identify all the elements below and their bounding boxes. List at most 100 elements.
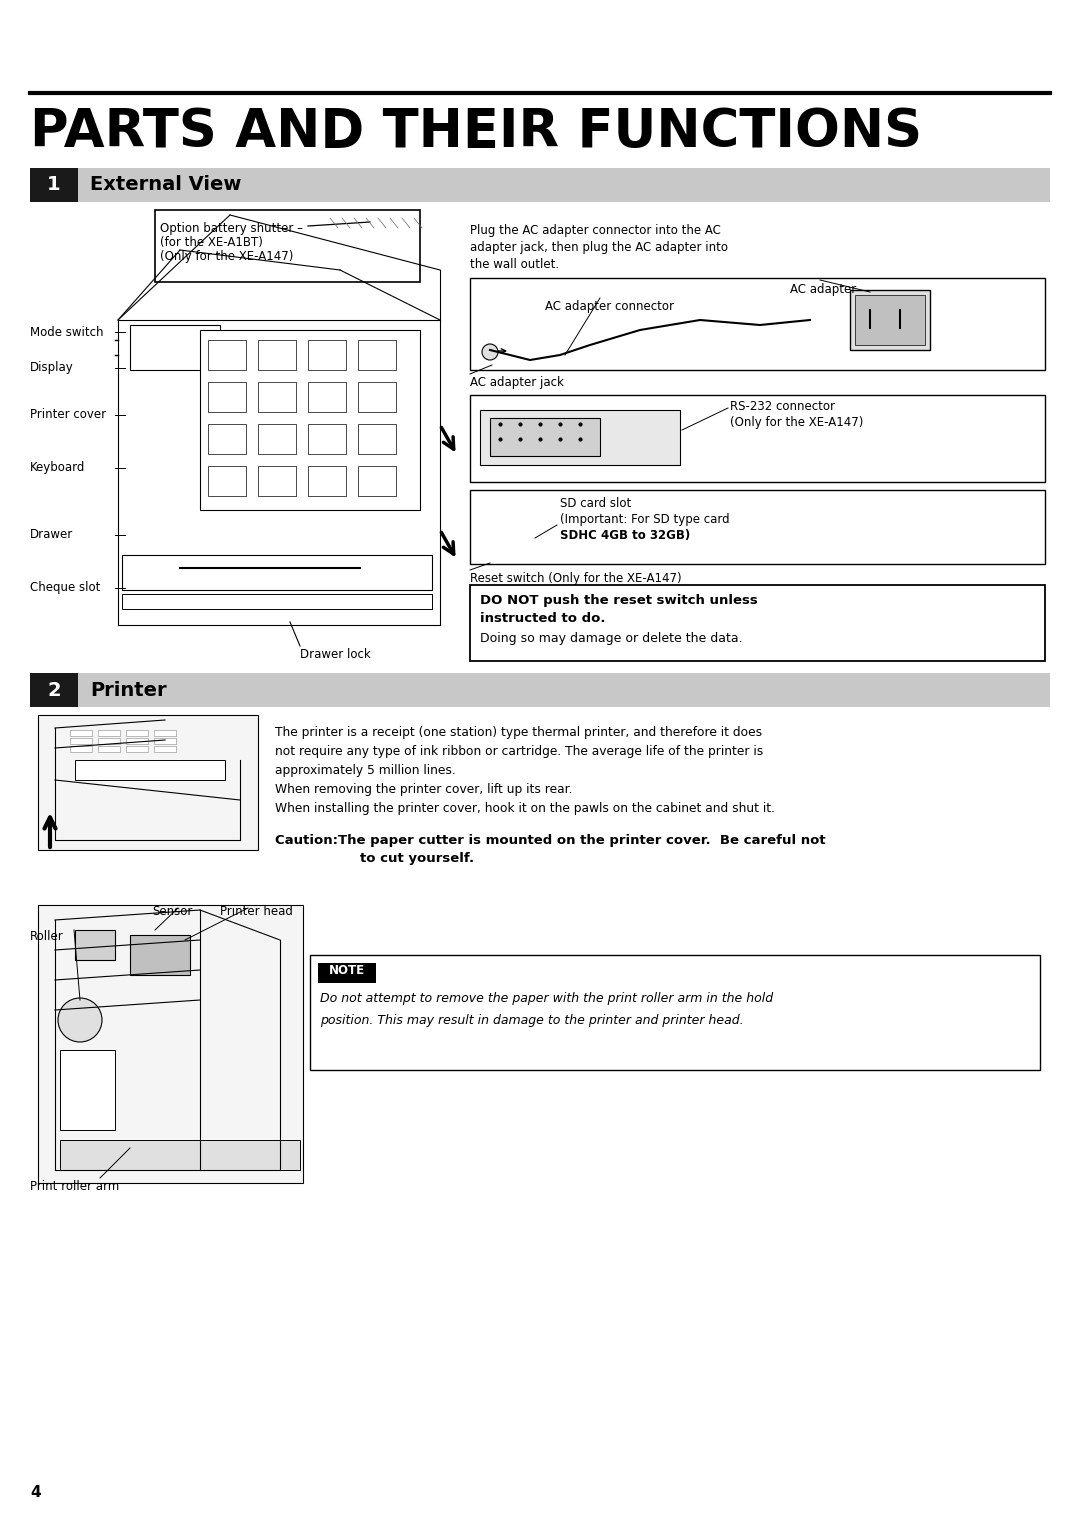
Bar xyxy=(38,905,303,1183)
Text: Caution:The paper cutter is mounted on the printer cover.  Be careful not: Caution:The paper cutter is mounted on t… xyxy=(275,834,825,847)
Text: NOTE: NOTE xyxy=(329,965,365,977)
Bar xyxy=(98,738,120,744)
Bar xyxy=(470,277,1045,370)
Text: Roller: Roller xyxy=(30,930,64,943)
Text: AC adapter jack: AC adapter jack xyxy=(470,376,564,389)
Text: Printer cover: Printer cover xyxy=(30,408,106,422)
Bar xyxy=(208,466,246,495)
Bar xyxy=(470,585,1045,661)
Bar xyxy=(126,730,148,736)
Bar xyxy=(308,466,346,495)
Bar xyxy=(258,424,296,454)
Bar xyxy=(70,738,92,744)
Bar xyxy=(70,730,92,736)
Bar xyxy=(357,466,396,495)
Bar xyxy=(130,325,220,370)
Text: the wall outlet.: the wall outlet. xyxy=(470,258,559,271)
Circle shape xyxy=(58,998,102,1042)
Text: (for the XE-A1BT): (for the XE-A1BT) xyxy=(160,236,262,248)
Text: (Only for the XE-A147): (Only for the XE-A147) xyxy=(160,250,294,264)
Bar xyxy=(75,760,225,780)
Bar xyxy=(122,594,432,610)
Bar xyxy=(258,466,296,495)
Text: Reset switch (Only for the XE-A147): Reset switch (Only for the XE-A147) xyxy=(470,572,681,585)
Text: 4: 4 xyxy=(30,1484,41,1500)
Bar xyxy=(850,290,930,351)
Bar xyxy=(75,930,114,960)
Bar xyxy=(310,956,1040,1070)
Bar xyxy=(208,424,246,454)
Bar xyxy=(308,383,346,411)
Bar xyxy=(154,730,176,736)
Text: RS-232 connector: RS-232 connector xyxy=(730,399,835,413)
Bar xyxy=(60,1050,114,1129)
Bar xyxy=(154,738,176,744)
Bar xyxy=(60,1140,300,1170)
Bar xyxy=(156,210,420,282)
Bar xyxy=(154,747,176,751)
Text: adapter jack, then plug the AC adapter into: adapter jack, then plug the AC adapter i… xyxy=(470,241,728,255)
Text: (Only for the XE-A147): (Only for the XE-A147) xyxy=(730,416,863,428)
Text: 1: 1 xyxy=(48,175,60,195)
Bar xyxy=(258,383,296,411)
Bar xyxy=(98,747,120,751)
Text: When removing the printer cover, lift up its rear.: When removing the printer cover, lift up… xyxy=(275,783,572,796)
Text: Printer: Printer xyxy=(90,681,166,700)
Text: Printer head: Printer head xyxy=(220,905,293,917)
Bar xyxy=(308,340,346,370)
Bar xyxy=(318,963,376,983)
Bar xyxy=(30,168,78,203)
Bar xyxy=(258,340,296,370)
Text: to cut yourself.: to cut yourself. xyxy=(360,852,474,866)
Bar xyxy=(126,738,148,744)
Text: Option battery shutter –: Option battery shutter – xyxy=(160,223,303,235)
Text: AC adapter: AC adapter xyxy=(789,283,856,296)
Bar xyxy=(126,747,148,751)
Text: Print roller arm: Print roller arm xyxy=(30,1180,119,1193)
Text: AC adapter connector: AC adapter connector xyxy=(545,300,674,312)
Text: not require any type of ink ribbon or cartridge. The average life of the printer: not require any type of ink ribbon or ca… xyxy=(275,745,764,757)
Text: PARTS AND THEIR FUNCTIONS: PARTS AND THEIR FUNCTIONS xyxy=(30,107,922,158)
Text: Cheque slot: Cheque slot xyxy=(30,582,100,594)
Text: Display: Display xyxy=(30,361,73,375)
Text: Keyboard: Keyboard xyxy=(30,462,85,474)
Bar xyxy=(357,340,396,370)
Text: DO NOT push the reset switch unless
instructed to do.: DO NOT push the reset switch unless inst… xyxy=(480,594,758,625)
Text: When installing the printer cover, hook it on the pawls on the cabinet and shut : When installing the printer cover, hook … xyxy=(275,802,775,815)
Text: approximately 5 million lines.: approximately 5 million lines. xyxy=(275,764,456,777)
Bar xyxy=(470,491,1045,564)
Bar xyxy=(70,747,92,751)
Text: Mode switch: Mode switch xyxy=(30,326,104,338)
Bar xyxy=(855,296,924,344)
Text: Doing so may damage or delete the data.: Doing so may damage or delete the data. xyxy=(480,632,743,645)
Bar xyxy=(208,383,246,411)
Bar xyxy=(30,168,1050,203)
Bar xyxy=(357,383,396,411)
Text: Drawer: Drawer xyxy=(30,529,73,541)
Text: Plug the AC adapter connector into the AC: Plug the AC adapter connector into the A… xyxy=(470,224,720,238)
Bar xyxy=(30,674,78,707)
Text: position. This may result in damage to the printer and printer head.: position. This may result in damage to t… xyxy=(320,1013,744,1027)
Text: Do not attempt to remove the paper with the print roller arm in the hold: Do not attempt to remove the paper with … xyxy=(320,992,773,1004)
Bar xyxy=(122,555,432,590)
Bar xyxy=(130,936,190,975)
Bar xyxy=(470,395,1045,482)
Text: Sensor: Sensor xyxy=(152,905,192,917)
Bar xyxy=(30,674,1050,707)
Bar xyxy=(308,424,346,454)
Text: 2: 2 xyxy=(48,681,60,700)
Text: (Important: For SD type card: (Important: For SD type card xyxy=(561,514,730,526)
Bar xyxy=(200,331,420,511)
Bar xyxy=(38,715,258,850)
Text: External View: External View xyxy=(90,175,241,195)
Text: Drawer lock: Drawer lock xyxy=(300,648,370,661)
Bar xyxy=(208,340,246,370)
Bar xyxy=(480,410,680,465)
Text: SDHC 4GB to 32GB): SDHC 4GB to 32GB) xyxy=(561,529,690,543)
Bar xyxy=(490,418,600,456)
Text: The printer is a receipt (one station) type thermal printer, and therefore it do: The printer is a receipt (one station) t… xyxy=(275,725,762,739)
Bar xyxy=(357,424,396,454)
Circle shape xyxy=(482,344,498,360)
Bar xyxy=(98,730,120,736)
Text: SD card slot: SD card slot xyxy=(561,497,631,511)
